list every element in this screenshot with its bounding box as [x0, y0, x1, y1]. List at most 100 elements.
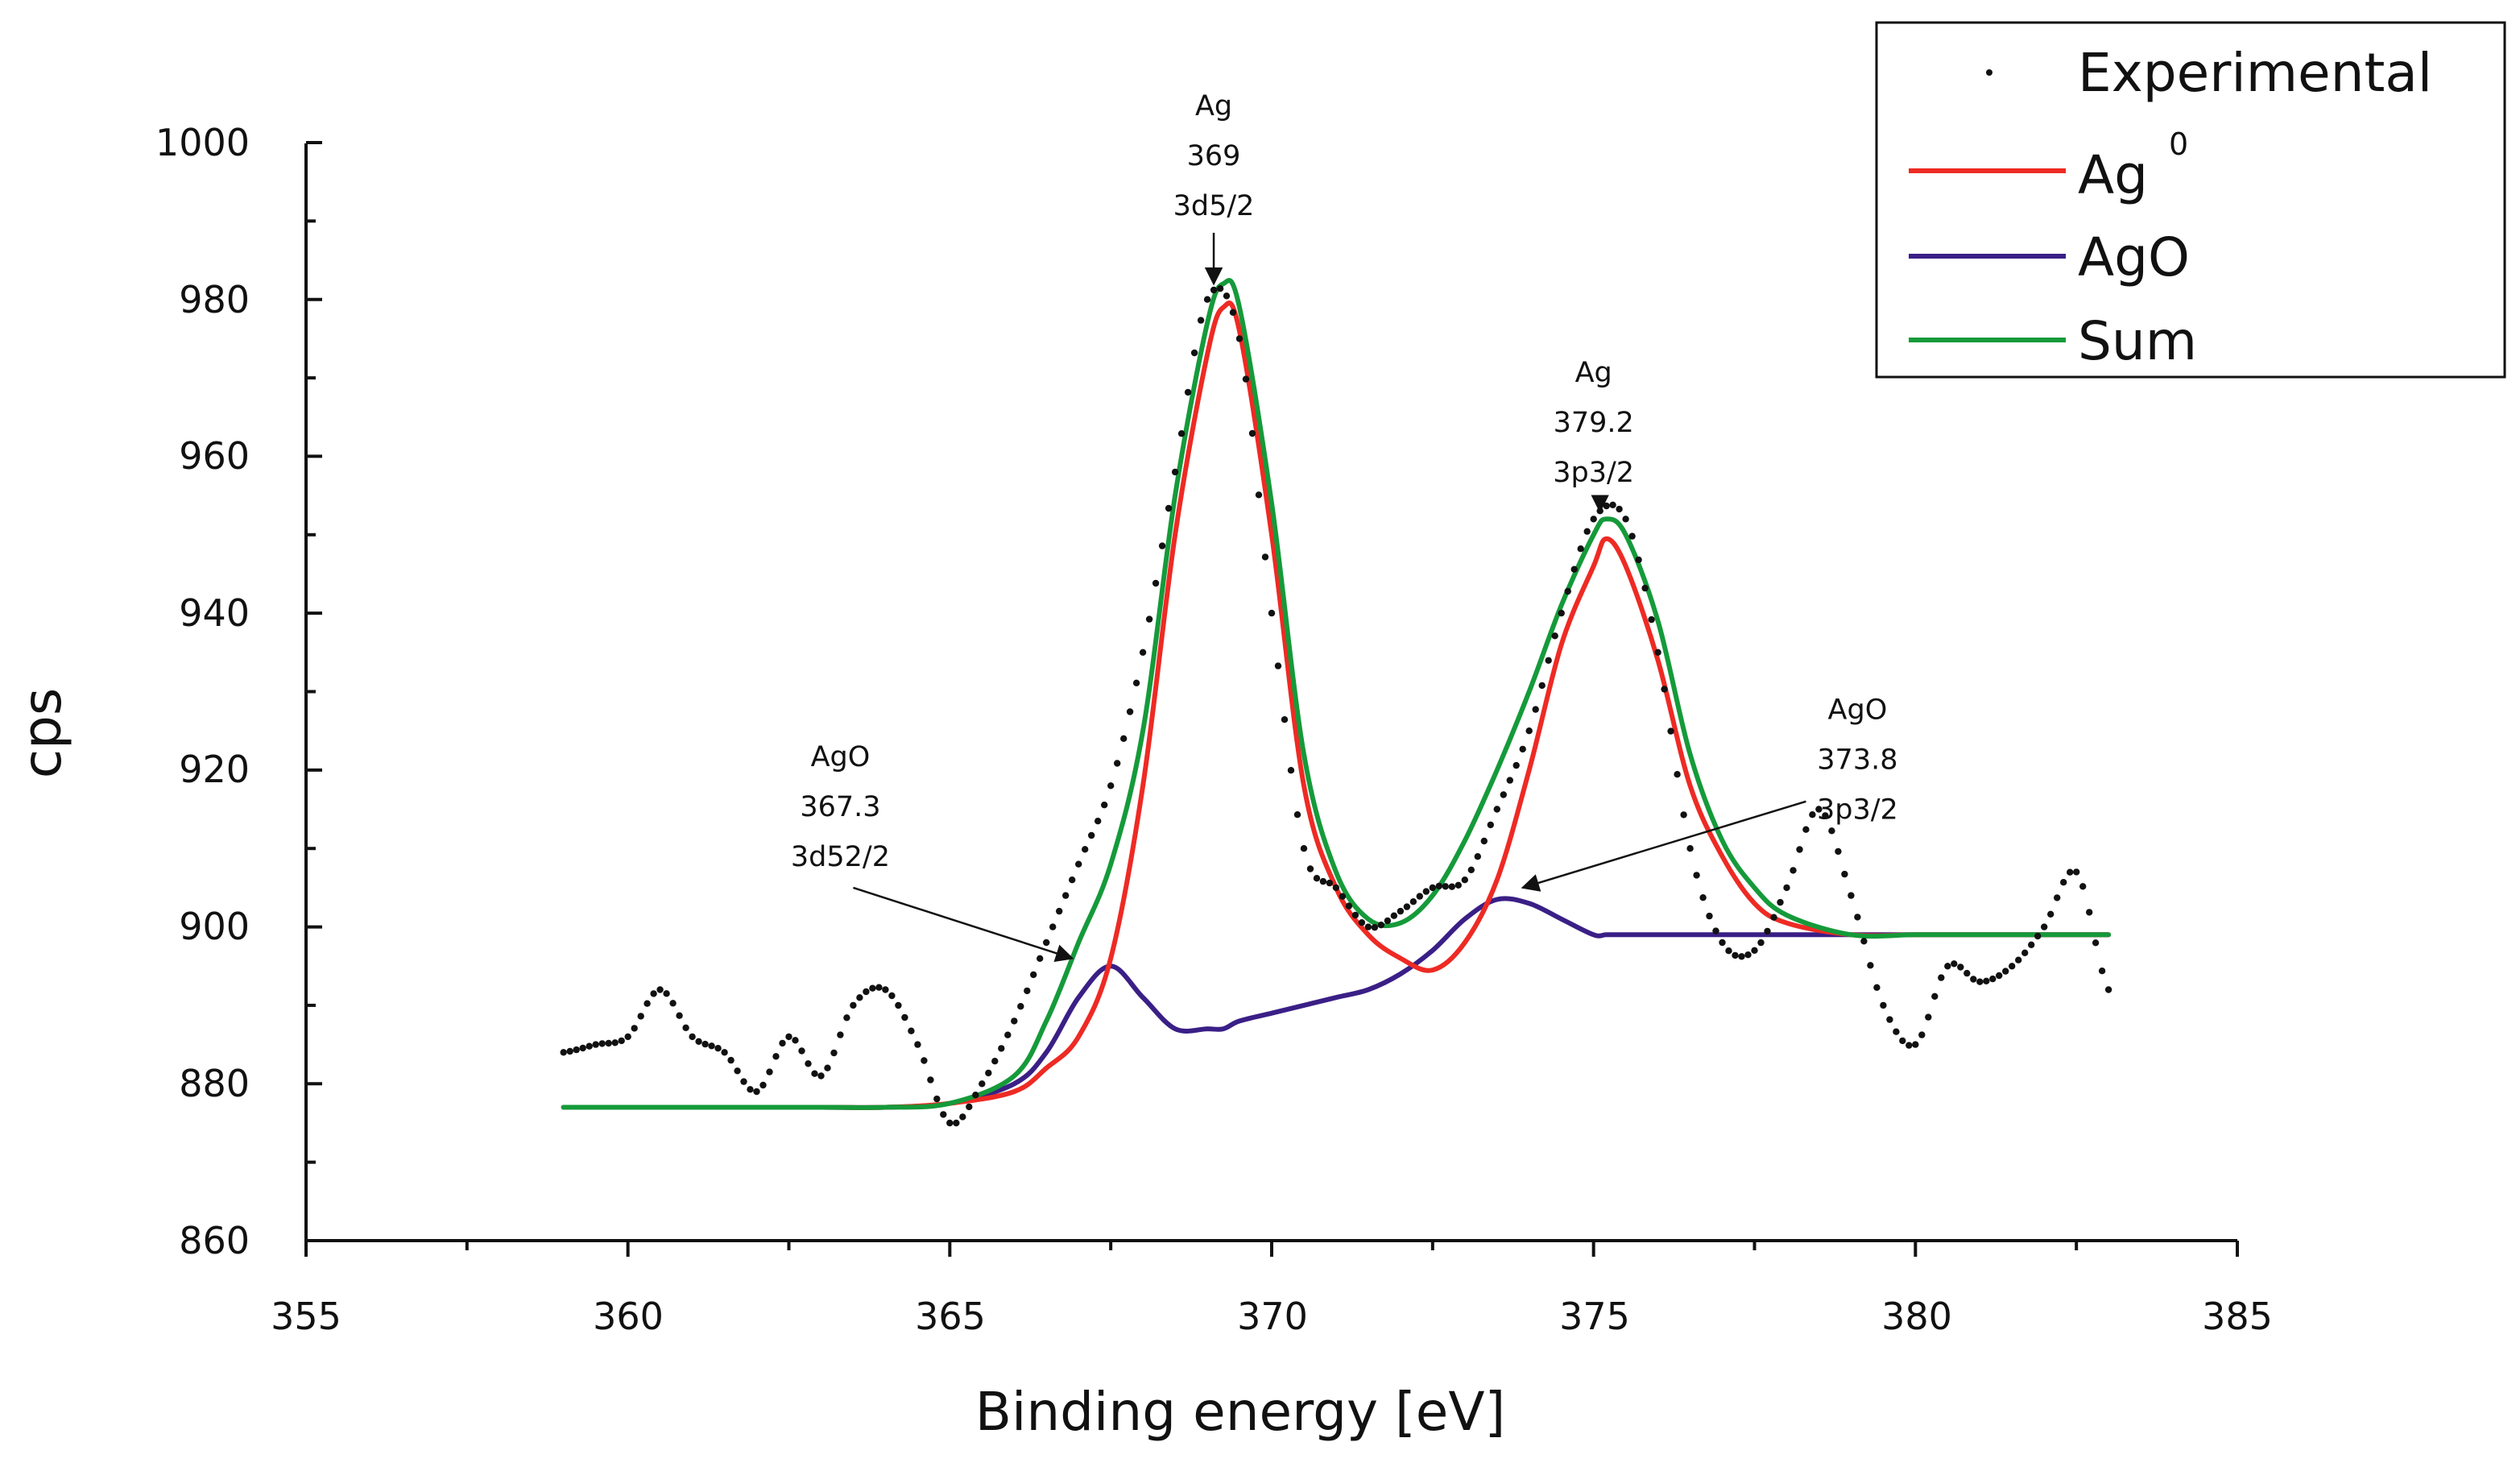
legend-sum-label: Sum [2078, 310, 2197, 372]
experimental-point [1918, 1031, 1926, 1038]
experimental-point [1461, 876, 1469, 884]
experimental-point [843, 1014, 850, 1022]
experimental-point [946, 1119, 954, 1127]
y-tick-label: 940 [179, 591, 250, 635]
experimental-point [1558, 609, 1565, 617]
y-tick-label: 880 [179, 1062, 250, 1105]
experimental-point [837, 1031, 844, 1038]
experimental-point [1075, 860, 1082, 868]
experimental-point [1938, 974, 1945, 981]
legend-ag0-label: Ag [2078, 144, 2148, 206]
experimental-point [1790, 867, 1797, 874]
experimental-point [772, 1053, 780, 1060]
experimental-point [1732, 951, 1739, 959]
x-tick-label: 380 [1881, 1295, 1952, 1338]
experimental-point [1171, 468, 1179, 476]
experimental-point [1564, 587, 1571, 595]
experimental-point [1751, 947, 1758, 955]
experimental-point [908, 1027, 915, 1034]
experimental-point [1841, 870, 1848, 878]
experimental-point [1609, 501, 1616, 508]
y-axis-title: cps [11, 688, 73, 779]
experimental-point [1422, 888, 1430, 895]
experimental-point [798, 1047, 805, 1055]
experimental-point [869, 984, 876, 992]
experimental-point [882, 986, 889, 993]
experimental-point [1712, 927, 1719, 934]
experimental-point [2073, 868, 2080, 876]
experimental-point [1757, 939, 1765, 947]
experimental-point [1686, 845, 1694, 852]
experimental-point [940, 1111, 947, 1118]
annotation-ag-3d-line3: 3d5/2 [1173, 190, 1255, 222]
experimental-point [1706, 912, 1713, 920]
experimental-point [631, 1025, 638, 1032]
experimental-point [2021, 949, 2029, 957]
experimental-point [2015, 956, 2022, 963]
annotation-ago-3d-line2: 367.3 [800, 791, 880, 823]
x-tick-label: 355 [271, 1295, 341, 1338]
experimental-point [2086, 909, 2093, 916]
experimental-point [618, 1037, 625, 1045]
series-group [560, 278, 2112, 1127]
experimental-point [1777, 898, 1784, 906]
legend-ag0-superscript: 0 [2169, 126, 2188, 162]
experimental-point [1519, 745, 1526, 753]
experimental-point [1764, 927, 1771, 935]
experimental-point [1326, 879, 1334, 887]
experimental-point [1828, 827, 1835, 835]
experimental-point [1229, 309, 1237, 316]
experimental-point [1963, 969, 1971, 977]
experimental-point [740, 1078, 747, 1085]
experimental-point [1976, 978, 1984, 985]
experimental-point [1835, 847, 1842, 856]
experimental-point [734, 1067, 741, 1075]
experimental-point [1114, 760, 1121, 767]
series-experimental-points [560, 285, 2112, 1127]
experimental-point [1480, 837, 1488, 845]
experimental-point [669, 1000, 677, 1007]
experimental-point [979, 1080, 986, 1088]
experimental-point [1158, 542, 1166, 549]
experimental-point [1512, 761, 1520, 769]
experimental-point [1300, 845, 1308, 852]
experimental-point [914, 1041, 921, 1048]
experimental-point [1043, 939, 1050, 947]
experimental-point [1139, 649, 1147, 656]
experimental-point [637, 1013, 644, 1020]
experimental-point [1693, 872, 1700, 879]
series-ag0-line [561, 300, 2112, 1110]
experimental-point [598, 1040, 606, 1047]
experimental-point [811, 1070, 818, 1077]
experimental-point [701, 1040, 709, 1048]
experimental-point [1674, 771, 1681, 778]
experimental-point [1345, 902, 1353, 910]
experimental-point [901, 1013, 908, 1022]
experimental-point [1358, 919, 1366, 926]
experimental-point [1448, 883, 1456, 890]
experimental-point [1989, 975, 1997, 983]
annotation-ago-3p-line1: AgO [1828, 694, 1888, 727]
experimental-point [1037, 955, 1044, 963]
experimental-point [1339, 893, 1347, 900]
experimental-point [817, 1072, 825, 1080]
experimental-point [1725, 947, 1732, 955]
experimental-point [1654, 649, 1661, 656]
experimental-point [933, 1095, 941, 1103]
experimental-point [1248, 429, 1256, 437]
experimental-point [624, 1033, 631, 1041]
experimental-point [1319, 877, 1327, 885]
annotation-ago-3p: AgO 373.8 3p3/2 [1521, 694, 1898, 892]
annotation-ago-3p-line2: 373.8 [1817, 744, 1897, 777]
experimental-point [1680, 811, 1687, 818]
experimental-point [1287, 767, 1295, 774]
annotation-ag-3p: Ag 379.2 3p3/2 [1553, 357, 1634, 513]
experimental-point [1409, 898, 1417, 905]
experimental-point [824, 1064, 831, 1071]
experimental-point [2028, 941, 2035, 949]
experimental-point [895, 1001, 902, 1009]
experimental-point [1049, 923, 1057, 930]
experimental-point [2104, 986, 2112, 993]
experimental-point [2047, 910, 2054, 918]
experimental-point [779, 1039, 786, 1047]
